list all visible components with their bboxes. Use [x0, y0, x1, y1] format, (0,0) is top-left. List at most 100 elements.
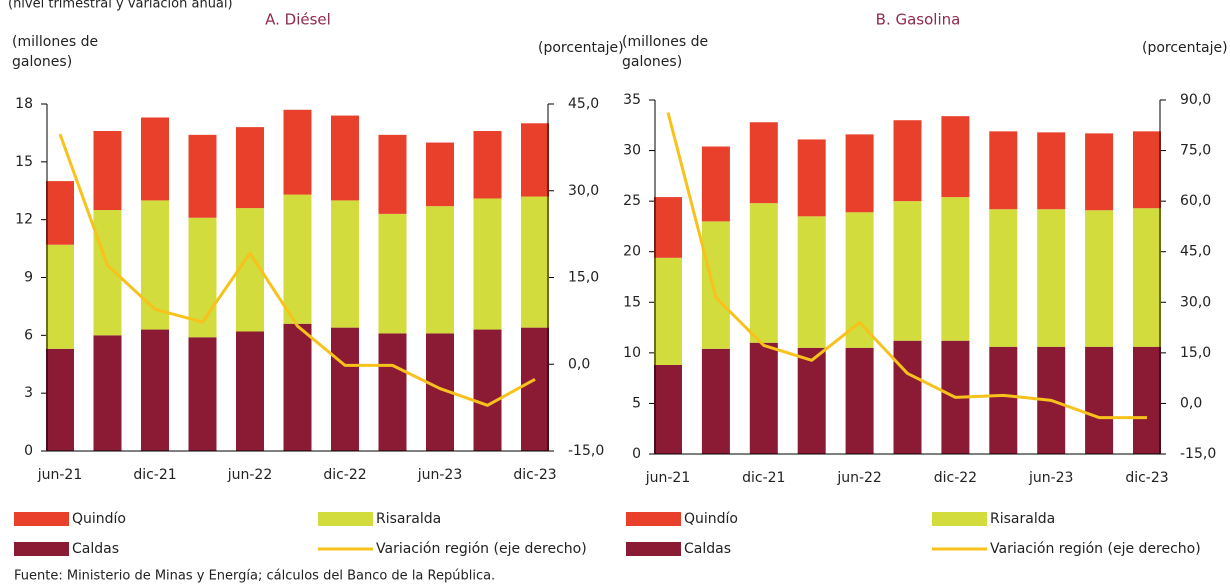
bar: [1037, 209, 1066, 347]
bar: [521, 123, 549, 197]
bar: [188, 337, 217, 451]
bar: [378, 333, 407, 451]
y2-tick-label: 60,0: [1180, 193, 1211, 209]
x-tick-label: jun-21: [37, 467, 83, 483]
bar: [188, 217, 217, 338]
bar: [426, 142, 454, 207]
legend-label: Risaralda: [376, 511, 441, 527]
y-tick-label: 15: [623, 294, 641, 310]
x-tick-label: jun-21: [645, 470, 691, 486]
line: [666, 112, 1147, 420]
y2-axis-label: (porcentaje): [538, 40, 624, 56]
bar: [797, 347, 826, 454]
bar: [654, 257, 682, 365]
bar: [331, 115, 359, 201]
bar: [701, 221, 730, 349]
bar: [426, 206, 454, 334]
bar: [1037, 132, 1066, 210]
y-tick-label: 15: [15, 154, 33, 170]
bar: [521, 327, 549, 451]
y2-tick-label: 0,0: [1180, 395, 1202, 411]
y2-tick-label: 30,0: [568, 183, 599, 199]
legend-swatch: [14, 512, 69, 526]
bar: [331, 200, 359, 328]
bar: [701, 146, 730, 222]
legend-label: Variación región (eje derecho): [376, 541, 587, 557]
bar: [989, 131, 1018, 210]
y-tick-label: 9: [24, 270, 33, 286]
bar: [893, 340, 922, 454]
bar: [941, 116, 970, 198]
x-tick-label: jun-23: [417, 467, 463, 483]
bar: [749, 203, 778, 343]
y2-tick-label: 15,0: [568, 270, 599, 286]
legend-swatch: [14, 542, 69, 556]
bar: [46, 244, 74, 349]
bar: [378, 213, 407, 334]
bar: [1133, 131, 1161, 209]
y-tick-label: 20: [623, 244, 641, 260]
y2-tick-label: 75,0: [1180, 143, 1211, 159]
legend-label: Caldas: [72, 541, 119, 557]
bar: [93, 130, 122, 211]
y2-tick-label: 90,0: [1180, 92, 1211, 108]
bar: [845, 347, 874, 454]
legend-swatch: [626, 512, 681, 526]
bar: [989, 209, 1018, 347]
source: Fuente: Ministerio de Minas y Energía; c…: [14, 569, 495, 584]
y2-tick-label: 45,0: [1180, 244, 1211, 260]
bar: [654, 364, 682, 454]
bar: [654, 197, 682, 258]
bar: [845, 134, 874, 213]
bar: [797, 139, 826, 217]
x-tick-label: dic-21: [742, 470, 785, 486]
y2-tick-label: 45,0: [568, 96, 599, 112]
bar: [1085, 210, 1114, 347]
y-tick-label: 5: [632, 395, 641, 411]
bar: [797, 216, 826, 348]
line: [58, 133, 536, 407]
bar: [283, 323, 312, 451]
legend-swatch: [318, 512, 373, 526]
bar: [141, 117, 169, 201]
y-tick-label: 6: [24, 327, 33, 343]
x-tick-label: dic-23: [1125, 470, 1168, 486]
bar: [1085, 133, 1114, 211]
y-axis-label: (millones de galones): [12, 34, 99, 70]
x-tick-label: dic-22: [934, 470, 977, 486]
bar: [93, 335, 122, 451]
y2-tick-label: 30,0: [1180, 294, 1211, 310]
bar: [473, 198, 502, 330]
bar: [473, 329, 502, 451]
bar: [1133, 208, 1161, 347]
legend-label: Quindío: [72, 511, 126, 527]
x-tick-label: jun-22: [836, 470, 882, 486]
bar: [749, 342, 778, 454]
y-axis-label: (millones de galones): [622, 34, 709, 70]
y2-tick-label: -15,0: [568, 443, 604, 459]
chart-title: B. Gasolina: [876, 11, 961, 29]
y2-tick-label: -15,0: [1180, 446, 1216, 462]
bar: [521, 196, 549, 328]
bar: [236, 331, 264, 451]
x-tick-label: jun-22: [227, 467, 273, 483]
y-tick-label: 3: [24, 385, 33, 401]
bar: [749, 122, 778, 204]
bar: [1085, 346, 1114, 454]
legend-label: Caldas: [684, 541, 731, 557]
bar: [331, 327, 359, 451]
legend-label: Risaralda: [990, 511, 1055, 527]
y-tick-label: 18: [15, 96, 33, 112]
bar: [701, 348, 730, 454]
legend-label: Variación región (eje derecho): [990, 541, 1201, 557]
bar: [46, 348, 74, 451]
x-tick-label: dic-23: [513, 467, 556, 483]
bar: [188, 134, 217, 218]
y-tick-label: 12: [15, 212, 33, 228]
y-tick-label: 25: [623, 193, 641, 209]
y2-axis-label: (porcentaje): [1142, 40, 1228, 56]
subtitle: (nivel trimestral y variación anual): [8, 0, 233, 12]
y-tick-label: 30: [623, 143, 641, 159]
bar: [46, 181, 74, 245]
